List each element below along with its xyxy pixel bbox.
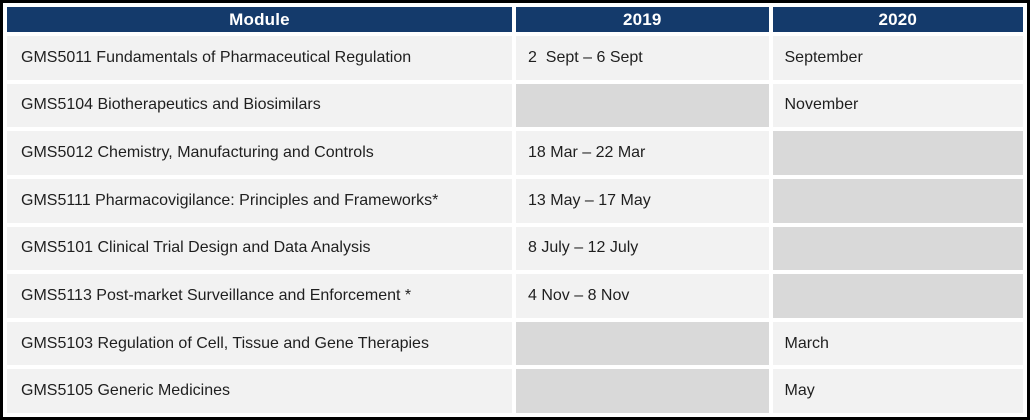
table-row: GMS5105 Generic Medicines May [7,369,1023,413]
table-row: GMS5101 Clinical Trial Design and Data A… [7,226,1023,271]
column-header-2020: 2020 [772,7,1023,32]
module-name-cell: GMS5012 Chemistry, Manufacturing and Con… [7,131,512,175]
date-2020-cell [772,226,1023,271]
module-name-cell: GMS5105 Generic Medicines [7,369,512,413]
date-2020-cell: November [772,83,1023,128]
module-schedule-table: Module 2019 2020 GMS5011 Fundamentals of… [3,3,1027,417]
column-header-module: Module [7,7,512,32]
date-2020-cell: March [772,321,1023,366]
date-2020-cell [772,274,1023,318]
date-2020-cell [772,131,1023,175]
table-row: GMS5011 Fundamentals of Pharmaceutical R… [7,36,1023,80]
module-name-cell: GMS5104 Biotherapeutics and Biosimilars [7,83,512,128]
table-row: GMS5012 Chemistry, Manufacturing and Con… [7,131,1023,175]
date-2019-cell: 8 July – 12 July [516,226,769,271]
date-2019-cell [516,83,769,128]
date-2019-cell [516,369,769,413]
date-2019-cell [516,321,769,366]
module-name-cell: GMS5101 Clinical Trial Design and Data A… [7,226,512,271]
date-2019-cell: 13 May – 17 May [516,178,769,223]
module-name-cell: GMS5103 Regulation of Cell, Tissue and G… [7,321,512,366]
table-row: GMS5103 Regulation of Cell, Tissue and G… [7,321,1023,366]
column-header-2019: 2019 [516,7,769,32]
module-name-cell: GMS5011 Fundamentals of Pharmaceutical R… [7,36,512,80]
date-2020-cell [772,178,1023,223]
date-2019-cell: 2 Sept – 6 Sept [516,36,769,80]
module-name-cell: GMS5111 Pharmacovigilance: Principles an… [7,178,512,223]
table-row: GMS5113 Post-market Surveillance and Enf… [7,274,1023,318]
date-2019-cell: 18 Mar – 22 Mar [516,131,769,175]
table-row: GMS5104 Biotherapeutics and Biosimilars … [7,83,1023,128]
table-row: GMS5111 Pharmacovigilance: Principles an… [7,178,1023,223]
header-row: Module 2019 2020 [7,7,1023,32]
date-2020-cell: May [772,369,1023,413]
date-2020-cell: September [772,36,1023,80]
date-2019-cell: 4 Nov – 8 Nov [516,274,769,318]
module-name-cell: GMS5113 Post-market Surveillance and Enf… [7,274,512,318]
